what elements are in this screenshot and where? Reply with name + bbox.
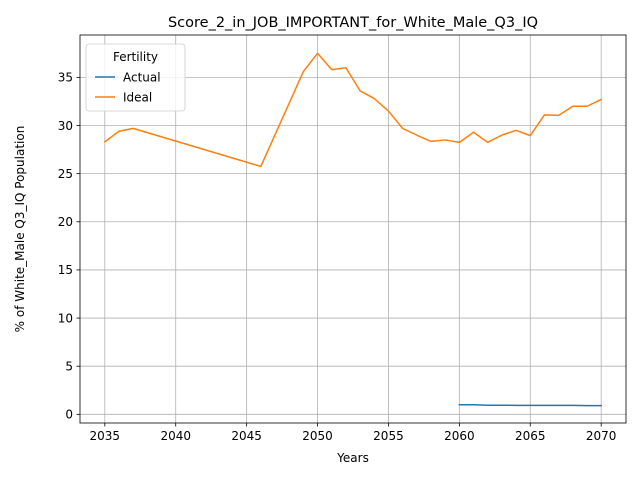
- x-tick-label: 2045: [231, 429, 262, 443]
- x-tick-label: 2070: [586, 429, 617, 443]
- legend: Fertility Actual Ideal: [85, 43, 186, 112]
- legend-label-ideal: Ideal: [123, 90, 152, 104]
- x-tick-label: 2035: [90, 429, 121, 443]
- y-tick-label: 30: [58, 119, 73, 133]
- legend-title: Fertility: [113, 50, 158, 64]
- y-tick-label: 0: [65, 408, 73, 422]
- x-tick-label: 2055: [373, 429, 404, 443]
- y-tick-label: 35: [58, 71, 73, 85]
- legend-box: [85, 43, 186, 112]
- y-axis-label: % of White_Male Q3_IQ Population: [13, 126, 27, 333]
- x-tick-label: 2050: [302, 429, 333, 443]
- y-tick-label: 10: [58, 311, 73, 325]
- chart-title: Score_2_in_JOB_IMPORTANT_for_White_Male_…: [168, 15, 538, 31]
- legend-label-actual: Actual: [123, 70, 161, 84]
- axis-ticks: 2035 2040 2045 2050 2055 2060 2065 207005101520…: [58, 71, 617, 443]
- x-tick-label: 2040: [160, 429, 191, 443]
- series-lines: [103, 52, 603, 407]
- x-axis-label: Years: [336, 451, 369, 465]
- series-line-ideal: [103, 52, 603, 168]
- y-tick-label: 5: [65, 359, 73, 373]
- x-tick-label: 2065: [515, 429, 546, 443]
- y-tick-label: 25: [58, 167, 73, 181]
- y-tick-label: 20: [58, 215, 73, 229]
- x-tick-label: 2060: [444, 429, 475, 443]
- y-tick-label: 15: [58, 263, 73, 277]
- series-line-actual: [458, 403, 602, 407]
- plot-frame: [79, 34, 627, 424]
